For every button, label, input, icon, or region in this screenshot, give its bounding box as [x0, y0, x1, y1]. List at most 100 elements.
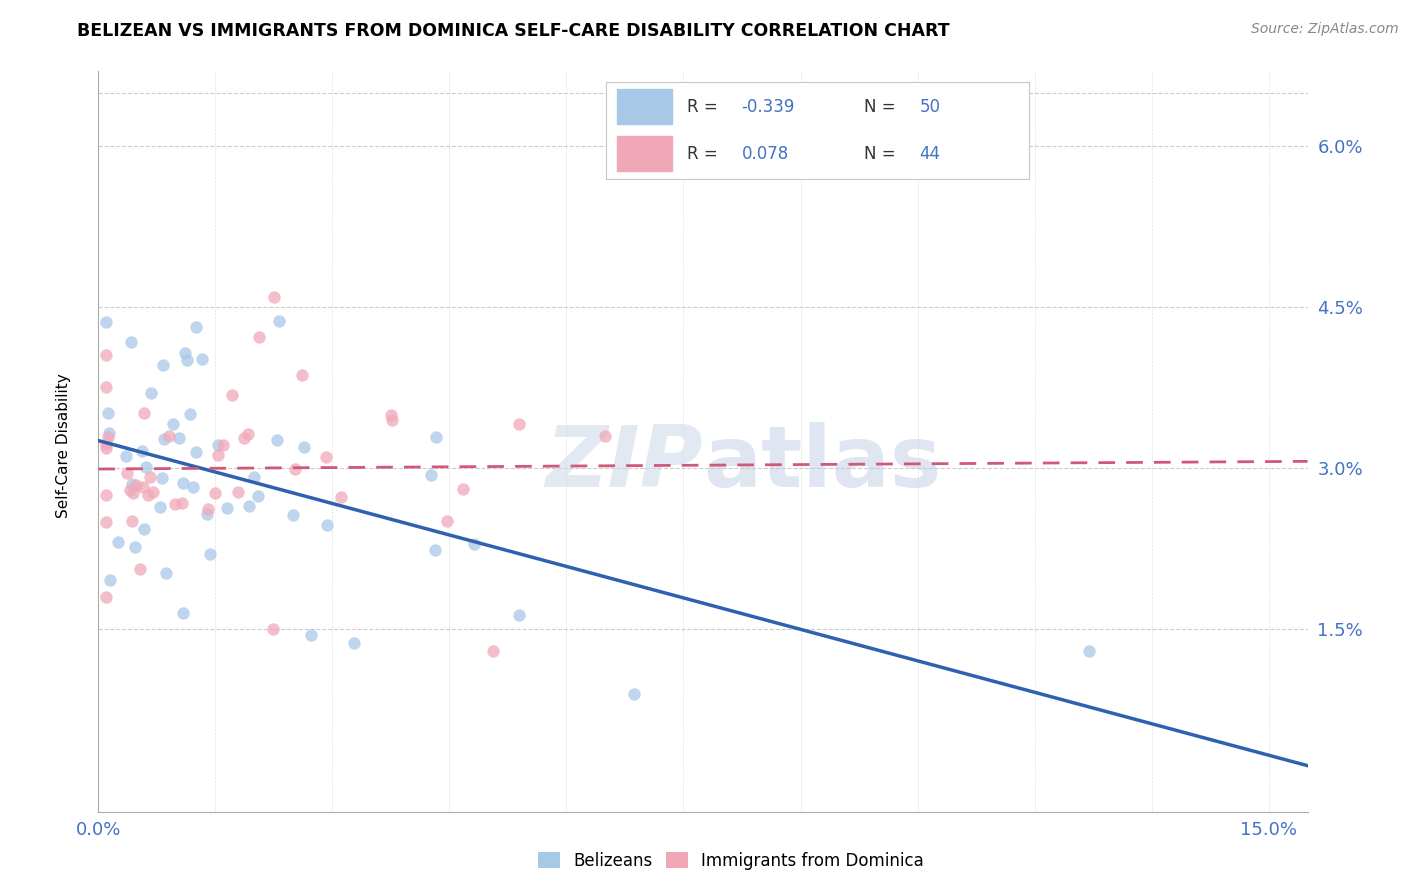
Point: [242, 469, 264, 483]
Point: [221, 388, 243, 402]
Point: [96, 516, 118, 530]
Text: Self-Care Disability: Self-Care Disability: [56, 374, 70, 518]
Point: [299, 628, 322, 642]
Point: [292, 440, 315, 454]
Point: [291, 368, 314, 382]
Point: [207, 448, 229, 462]
Point: [380, 409, 402, 423]
Point: [212, 438, 235, 452]
Point: [96, 348, 118, 362]
Point: [238, 427, 260, 442]
Point: [425, 430, 447, 444]
Text: ZIP: ZIP: [546, 422, 703, 505]
Point: [204, 486, 226, 500]
Point: [132, 522, 155, 536]
Point: [1078, 644, 1101, 658]
Point: [157, 429, 180, 443]
Point: [425, 543, 447, 558]
Point: [247, 330, 270, 344]
Point: [153, 432, 176, 446]
Point: [283, 462, 305, 476]
Point: [316, 518, 339, 533]
Point: [207, 438, 229, 452]
Point: [217, 500, 239, 515]
Point: [121, 477, 143, 491]
Point: [184, 319, 207, 334]
Point: [142, 484, 165, 499]
Point: [263, 290, 285, 304]
Point: [172, 606, 194, 620]
Point: [169, 431, 191, 445]
Point: [197, 501, 219, 516]
Point: [173, 346, 195, 360]
Point: [436, 514, 458, 528]
Point: [120, 483, 142, 498]
Point: [135, 459, 157, 474]
Point: [238, 500, 260, 514]
Point: [451, 482, 474, 496]
Point: [115, 466, 138, 480]
Point: [148, 500, 170, 515]
Point: [97, 406, 120, 420]
Point: [329, 490, 352, 504]
Point: [482, 644, 505, 658]
Point: [129, 562, 152, 576]
Point: [131, 444, 153, 458]
Point: [623, 687, 645, 701]
Point: [267, 313, 290, 327]
Point: [315, 450, 337, 465]
Point: [115, 449, 138, 463]
Point: [595, 429, 617, 443]
Text: BELIZEAN VS IMMIGRANTS FROM DOMINICA SELF-CARE DISABILITY CORRELATION CHART: BELIZEAN VS IMMIGRANTS FROM DOMINICA SEL…: [77, 22, 950, 40]
Point: [176, 353, 198, 368]
Point: [155, 566, 177, 580]
Point: [98, 574, 121, 588]
Point: [179, 407, 201, 421]
Point: [198, 547, 221, 561]
Point: [283, 508, 305, 523]
Point: [381, 413, 404, 427]
Point: [233, 431, 256, 445]
Point: [96, 488, 118, 502]
Point: [121, 514, 143, 528]
Point: [132, 480, 155, 494]
Point: [463, 537, 485, 551]
Point: [122, 486, 145, 500]
Point: [184, 445, 207, 459]
Point: [96, 441, 118, 455]
Point: [139, 469, 162, 483]
Point: [120, 335, 142, 350]
Point: [181, 480, 204, 494]
Point: [141, 386, 163, 401]
Point: [97, 430, 120, 444]
Point: [150, 471, 173, 485]
Point: [508, 607, 530, 622]
Point: [138, 488, 160, 502]
Point: [152, 359, 174, 373]
Point: [96, 590, 118, 604]
Point: [247, 489, 270, 503]
Point: [172, 476, 194, 491]
Point: [134, 405, 156, 419]
Legend: Belizeans, Immigrants from Dominica: Belizeans, Immigrants from Dominica: [531, 846, 931, 877]
Point: [266, 433, 288, 447]
Point: [163, 497, 186, 511]
Point: [191, 352, 214, 367]
Point: [343, 636, 366, 650]
Point: [170, 496, 193, 510]
Point: [195, 507, 218, 521]
Point: [97, 425, 120, 440]
Text: atlas: atlas: [703, 422, 941, 505]
Point: [96, 314, 118, 328]
Point: [226, 484, 249, 499]
Text: Source: ZipAtlas.com: Source: ZipAtlas.com: [1251, 22, 1399, 37]
Point: [420, 468, 443, 483]
Point: [508, 417, 530, 431]
Point: [96, 380, 118, 394]
Point: [125, 478, 148, 492]
Point: [96, 437, 118, 451]
Point: [124, 541, 146, 555]
Point: [262, 623, 284, 637]
Point: [162, 417, 184, 432]
Point: [107, 535, 129, 549]
